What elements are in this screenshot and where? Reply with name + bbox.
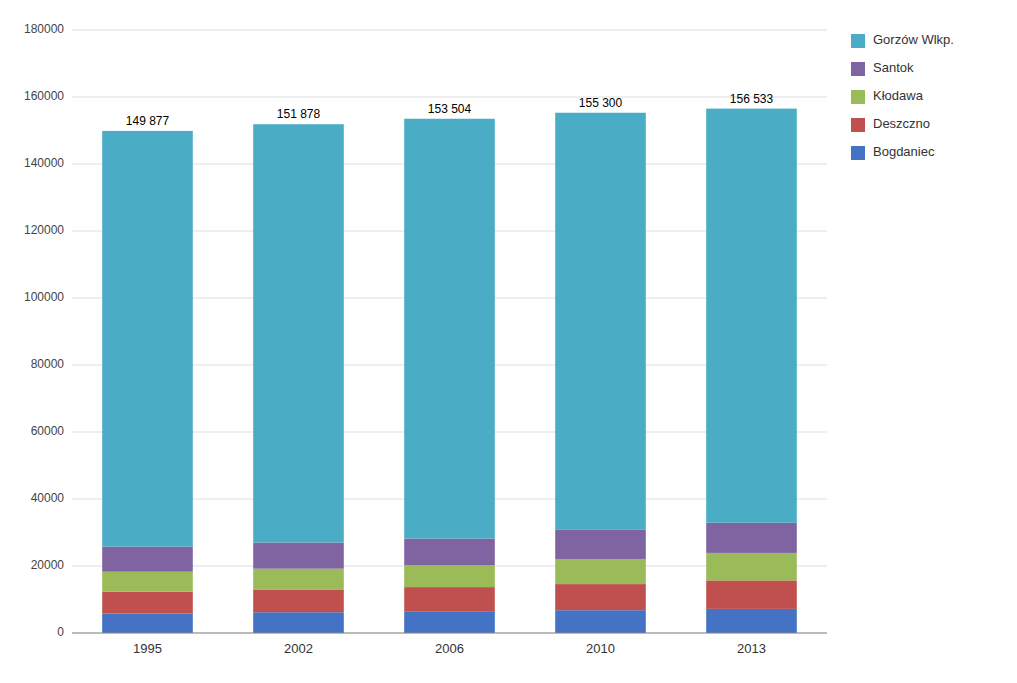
bar-segment	[253, 589, 344, 612]
bar-segment	[706, 580, 797, 608]
bar-segment	[102, 547, 193, 572]
bar-segment	[102, 592, 193, 614]
y-tick-label: 140000	[24, 156, 64, 170]
bar-segment	[253, 124, 344, 542]
legend-label: Deszczno	[873, 116, 930, 131]
total-label: 149 877	[126, 114, 170, 128]
x-tick-label: 2006	[435, 641, 464, 656]
legend-label: Kłodawa	[873, 88, 924, 103]
y-tick-label: 60000	[31, 424, 65, 438]
bar-segment	[102, 131, 193, 547]
total-label: 153 504	[428, 102, 472, 116]
legend-label: Santok	[873, 60, 914, 75]
legend-swatch	[851, 90, 865, 104]
y-tick-label: 160000	[24, 89, 64, 103]
total-label: 151 878	[277, 107, 321, 121]
bar-segment	[404, 539, 495, 566]
grid-line	[72, 97, 827, 98]
total-label: 156 533	[730, 92, 774, 106]
bar-segment	[555, 584, 646, 610]
bar-segment	[404, 587, 495, 611]
legend-swatch	[851, 62, 865, 76]
y-tick-label: 20000	[31, 558, 65, 572]
bar-segment	[706, 609, 797, 633]
bar-segment	[706, 553, 797, 580]
bar-segment	[555, 559, 646, 584]
bar-segment	[404, 119, 495, 539]
bar-segment	[706, 523, 797, 553]
x-tick-label: 2010	[586, 641, 615, 656]
bar-segment	[253, 569, 344, 590]
bar-segment	[102, 572, 193, 592]
x-tick-label: 1995	[133, 641, 162, 656]
y-tick-label: 80000	[31, 357, 65, 371]
bar-segment	[253, 612, 344, 633]
bar-segment	[555, 610, 646, 633]
bar-segment	[404, 611, 495, 633]
bars	[102, 109, 797, 633]
total-label: 155 300	[579, 96, 623, 110]
legend: Gorzów Wlkp. Santok Kłodawa Deszczno Bogdani…	[851, 32, 954, 160]
legend-swatch	[851, 34, 865, 48]
bar-segment	[102, 614, 193, 633]
bar-segment	[253, 543, 344, 569]
grid	[72, 30, 827, 633]
legend-label: Bogdaniec	[873, 144, 935, 159]
bar-segment	[555, 530, 646, 559]
y-tick-label: 0	[57, 625, 64, 639]
bar-segment	[706, 109, 797, 523]
grid-line	[72, 30, 827, 31]
legend-swatch	[851, 118, 865, 132]
y-tick-label: 100000	[24, 290, 64, 304]
x-tick-label: 2002	[284, 641, 313, 656]
x-tick-label: 2013	[737, 641, 766, 656]
y-tick-label: 120000	[24, 223, 64, 237]
y-tick-label: 180000	[24, 22, 64, 36]
legend-swatch	[851, 146, 865, 160]
grid-line	[72, 633, 827, 634]
bar-segment	[404, 565, 495, 587]
bar-segment	[555, 113, 646, 530]
x-axis-line	[72, 633, 827, 634]
chart: 0 20000 40000 60000 80000 100000 120000 140000 1…	[0, 0, 1017, 683]
y-tick-label: 40000	[31, 491, 65, 505]
legend-label: Gorzów Wlkp.	[873, 32, 954, 47]
